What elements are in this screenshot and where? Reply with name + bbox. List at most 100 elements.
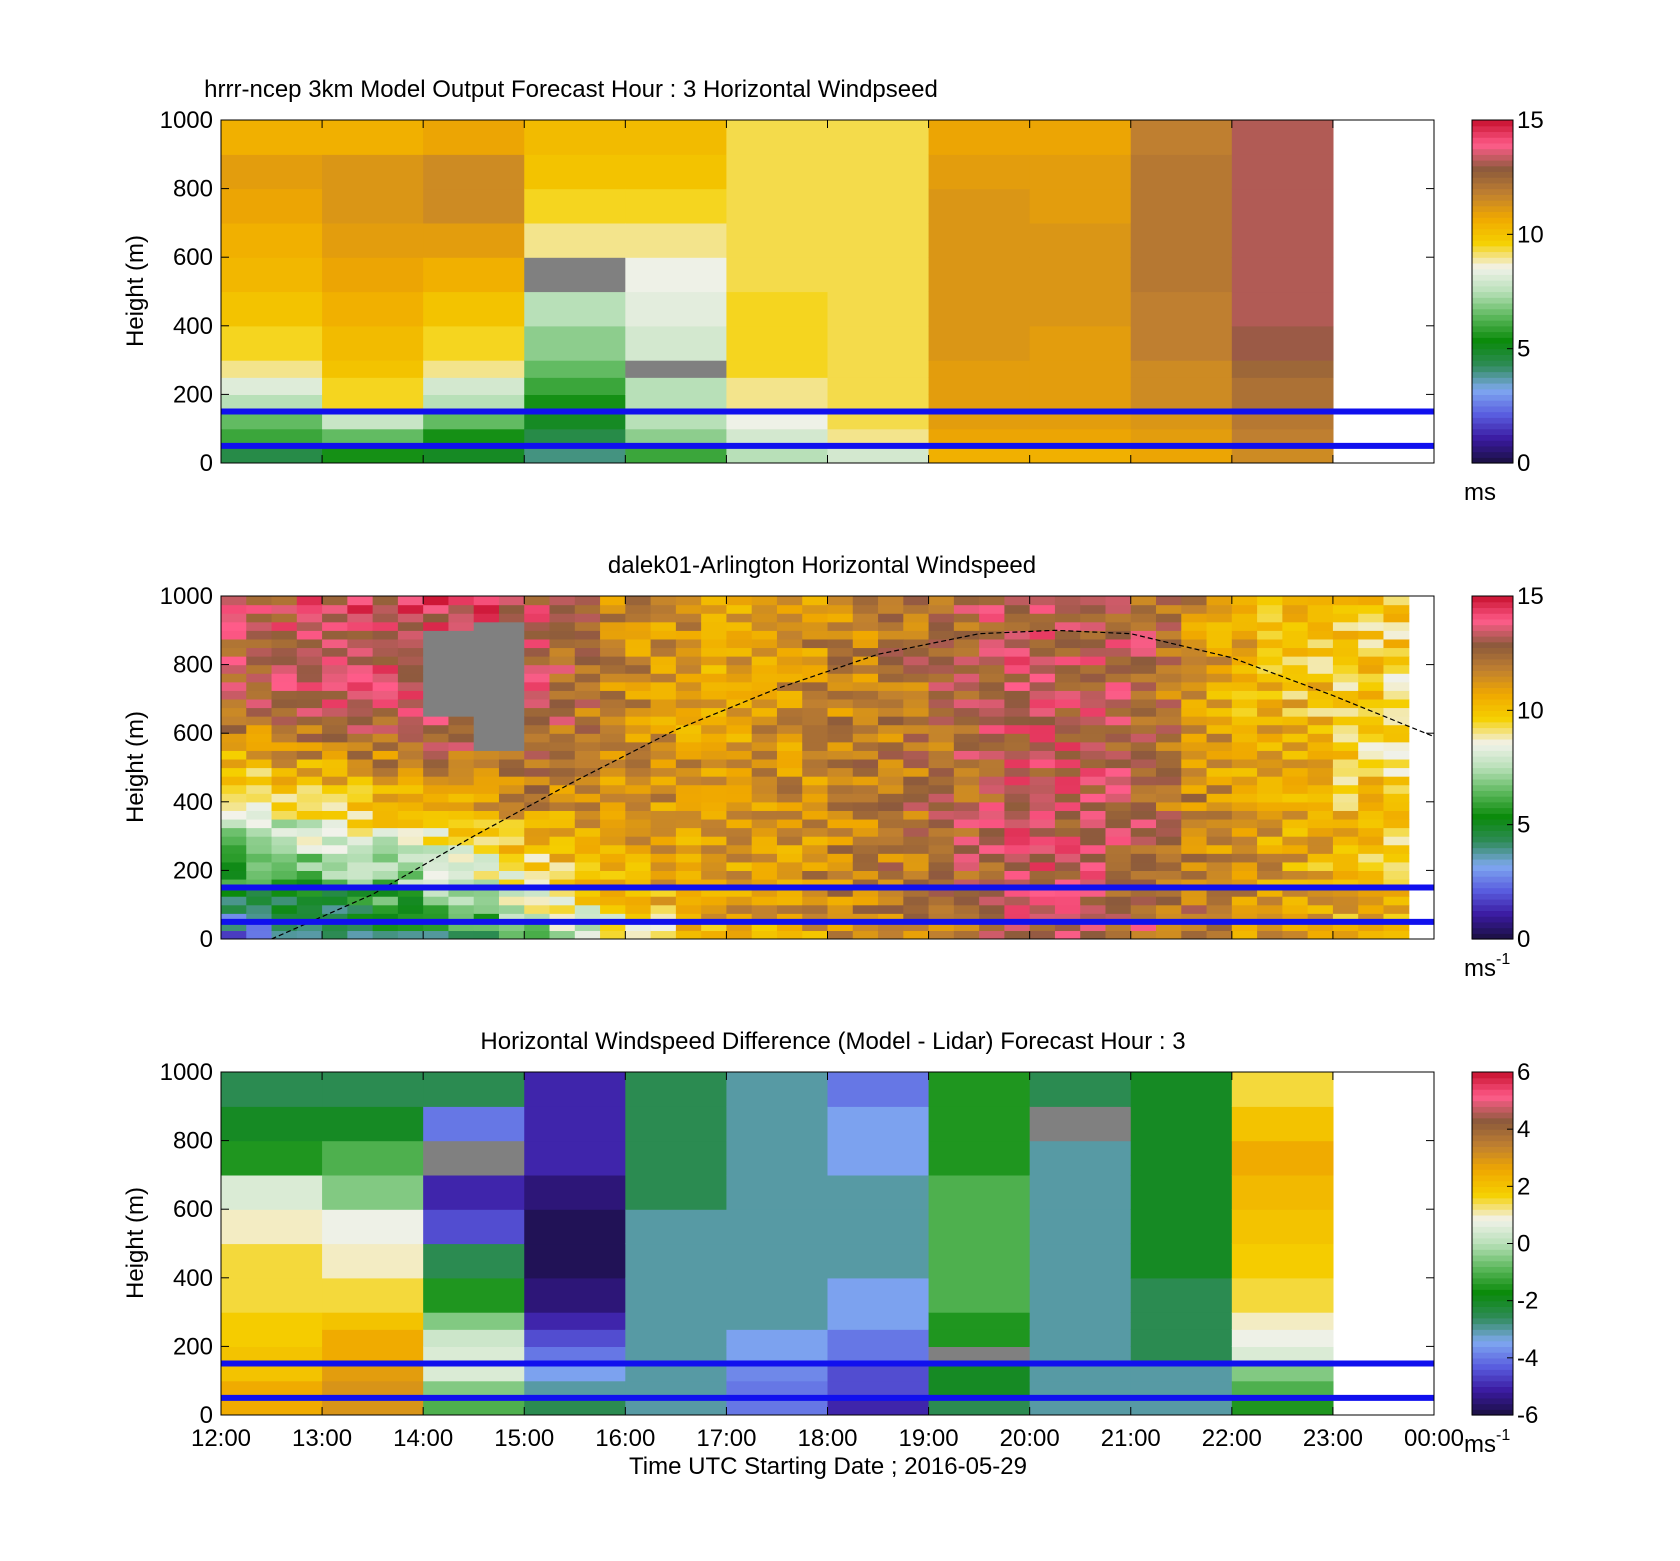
heatmap-cell: [574, 750, 601, 760]
heatmap-cell: [1029, 613, 1056, 623]
heatmap-cell: [827, 291, 930, 327]
heatmap-cell: [246, 656, 273, 666]
heatmap-cell: [322, 411, 424, 430]
heatmap-cell: [878, 810, 904, 820]
heatmap-cell: [1282, 784, 1309, 794]
panel-windspeed-difference: Horizontal Windspeed Difference (Model -…: [122, 1028, 1538, 1458]
heatmap-cell: [271, 707, 298, 717]
colorbar-segment: [1472, 904, 1513, 912]
heatmap-cell: [1282, 767, 1309, 777]
colorbar-segment: [1472, 434, 1513, 441]
heatmap-cell: [271, 681, 298, 691]
heatmap-cell: [1206, 921, 1233, 932]
heatmap-cell: [1282, 750, 1309, 760]
heatmap-cell: [903, 621, 930, 631]
heatmap-cell: [802, 707, 829, 717]
heatmap-cell: [650, 741, 677, 751]
heatmap-cell: [852, 836, 879, 846]
heatmap-cell: [701, 647, 728, 657]
colorbar-unit: ms: [1464, 479, 1496, 506]
heatmap-cell: [1156, 767, 1182, 777]
heatmap-cell: [979, 913, 1005, 923]
heatmap-cell: [322, 733, 348, 743]
heatmap-cell: [802, 793, 829, 803]
heatmap-cell: [549, 656, 576, 666]
heatmap-cell: [1358, 656, 1385, 666]
heatmap-cell: [473, 870, 500, 880]
heatmap-cell: [322, 596, 348, 606]
heatmap-cell: [1004, 844, 1031, 854]
heatmap-cell: [751, 621, 778, 631]
heatmap-cell: [1383, 724, 1410, 734]
heatmap-cell: [751, 878, 778, 889]
heatmap-cell: [1206, 878, 1233, 889]
heatmap-cell: [1029, 1312, 1132, 1330]
heatmap-cell: [1206, 836, 1233, 846]
heatmap-cell: [498, 656, 525, 666]
heatmap-cell: [1130, 664, 1157, 674]
heatmap-cell: [928, 861, 955, 871]
heatmap-cell: [221, 870, 247, 880]
heatmap-cell: [650, 750, 677, 760]
heatmap-cell: [271, 827, 298, 837]
heatmap-cell: [221, 1243, 323, 1279]
heatmap-cell: [1257, 596, 1283, 606]
heatmap-cell: [1383, 784, 1410, 794]
heatmap-cell: [1029, 291, 1132, 327]
colorbar-segment: [1472, 887, 1513, 894]
heatmap-cell: [423, 801, 450, 811]
heatmap-cell: [1054, 887, 1081, 897]
heatmap-cell: [448, 621, 475, 631]
heatmap-cell: [903, 776, 930, 786]
heatmap-cell: [726, 656, 753, 666]
heatmap-cell: [650, 638, 677, 649]
heatmap-cell: [726, 360, 829, 378]
heatmap-cell: [953, 750, 980, 760]
heatmap-cell: [1105, 776, 1132, 786]
heatmap-cell: [524, 870, 551, 880]
heatmap-cell: [1206, 638, 1233, 649]
heatmap-cell: [827, 836, 854, 846]
heatmap-cell: [903, 698, 930, 709]
y-tick-label: 600: [173, 244, 213, 271]
heatmap-cell: [1231, 716, 1258, 726]
heatmap-cell: [246, 836, 273, 846]
heatmap-cell: [1358, 673, 1385, 683]
colorbar-segment: [1472, 245, 1513, 253]
heatmap-cell: [448, 630, 475, 640]
heatmap-cell: [1156, 930, 1182, 939]
heatmap-cell: [372, 887, 399, 897]
heatmap-cell: [423, 844, 450, 854]
heatmap-cell: [1029, 673, 1056, 683]
heatmap-cell: [1282, 896, 1309, 906]
heatmap-cell: [246, 793, 273, 803]
heatmap-cell: [625, 921, 652, 932]
heatmap-cell: [1080, 681, 1107, 691]
heatmap-cell: [600, 741, 626, 751]
heatmap-cell: [726, 222, 829, 258]
heatmap-cell: [1054, 836, 1081, 846]
heatmap-cell: [1231, 325, 1334, 361]
heatmap-cell: [852, 776, 879, 786]
heatmap-cell: [1080, 716, 1107, 726]
heatmap-cell: [802, 767, 829, 777]
heatmap-cell: [1054, 716, 1081, 726]
heatmap-cell: [1004, 921, 1031, 932]
heatmap-cell: [524, 1312, 626, 1330]
heatmap-cell: [524, 690, 551, 700]
heatmap-cell: [423, 257, 525, 293]
heatmap-cell: [827, 1380, 930, 1399]
heatmap-cell: [524, 733, 551, 743]
heatmap-cell: [776, 921, 803, 932]
heatmap-cell: [827, 1346, 930, 1365]
heatmap-cell: [1080, 878, 1107, 889]
heatmap-cell: [524, 836, 551, 846]
heatmap-cell: [473, 681, 500, 691]
heatmap-cell: [650, 604, 677, 614]
heatmap-cell: [600, 861, 626, 871]
colorbar-segment: [1472, 1163, 1513, 1170]
heatmap-cell: [979, 887, 1005, 897]
heatmap-cell: [1004, 930, 1031, 939]
heatmap-cell: [221, 1312, 323, 1330]
heatmap-cell: [1130, 784, 1157, 794]
